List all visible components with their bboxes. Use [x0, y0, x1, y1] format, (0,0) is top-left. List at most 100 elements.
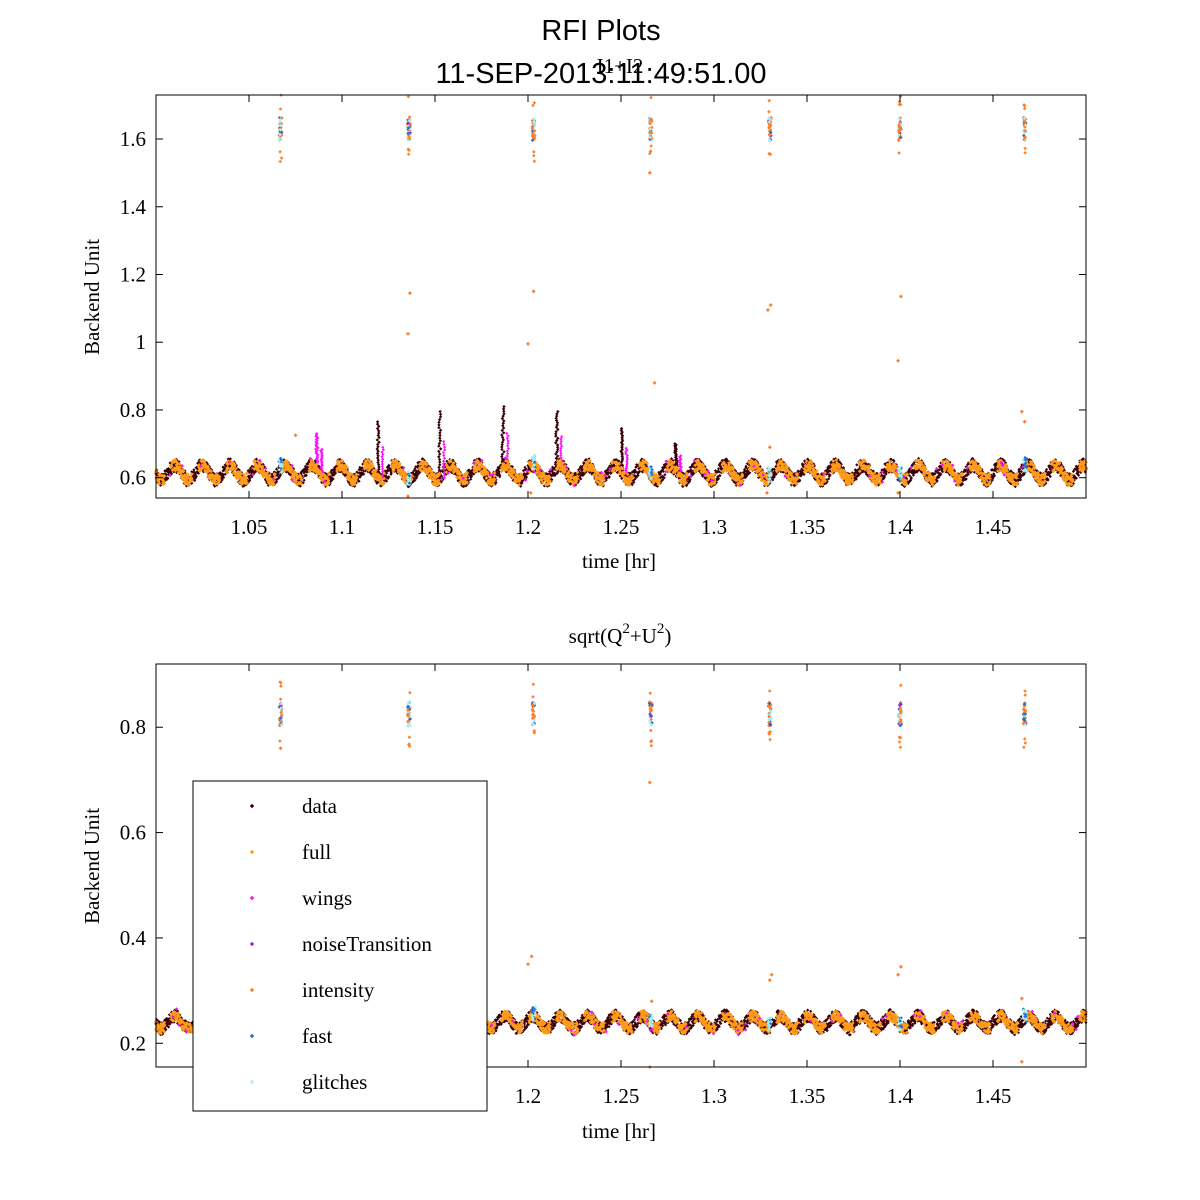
data-point	[306, 468, 310, 472]
data-point	[510, 465, 514, 469]
data-point	[196, 467, 200, 471]
data-point	[416, 466, 420, 470]
data-point	[339, 469, 343, 473]
data-point	[536, 472, 540, 476]
data-point	[611, 465, 615, 469]
data-point	[490, 475, 494, 479]
data-point	[220, 472, 224, 476]
data-point	[478, 457, 482, 461]
data-point	[580, 468, 584, 473]
data-point	[220, 478, 224, 482]
data-point	[610, 463, 614, 467]
data-point	[379, 478, 383, 482]
data-point	[192, 468, 196, 472]
data-point	[579, 477, 583, 481]
data-point	[250, 464, 254, 468]
data-point	[607, 466, 611, 470]
data-point	[383, 474, 387, 478]
data-point	[271, 474, 275, 478]
data-point	[412, 477, 416, 481]
data-point	[466, 476, 470, 480]
data-point	[356, 475, 360, 479]
data-point	[330, 473, 334, 477]
data-point	[297, 483, 301, 487]
data-point	[195, 465, 199, 469]
data-point	[301, 481, 305, 485]
data-point	[580, 465, 584, 469]
data-point	[556, 470, 560, 474]
data-point	[524, 473, 528, 477]
data-point	[574, 471, 578, 475]
data-point	[386, 469, 390, 473]
data-point	[411, 476, 415, 480]
data-point	[485, 478, 489, 482]
data-point	[545, 484, 549, 488]
data-point	[292, 467, 296, 471]
data-point	[564, 463, 568, 467]
data-point	[330, 468, 334, 472]
data-point	[198, 458, 202, 462]
data-point	[302, 471, 306, 475]
data-point	[163, 472, 167, 476]
data-point	[275, 473, 279, 477]
data-point	[317, 474, 321, 478]
data-point	[360, 466, 364, 470]
data-point	[550, 474, 554, 478]
data-point	[604, 470, 608, 474]
data-point	[522, 475, 526, 479]
data-point	[587, 457, 591, 461]
data-point	[221, 469, 225, 473]
data-point	[332, 473, 336, 477]
data-point	[331, 468, 335, 472]
data-point	[545, 472, 549, 476]
data-point	[495, 468, 499, 472]
data-point	[330, 478, 334, 482]
data-point	[228, 457, 232, 461]
data-point	[417, 469, 421, 473]
data-point	[523, 465, 527, 469]
data-point	[584, 458, 588, 462]
data-point	[260, 462, 264, 466]
data-point	[616, 470, 620, 474]
data-point	[165, 477, 169, 481]
data-point	[190, 481, 194, 485]
data-point	[573, 473, 577, 477]
data-point	[426, 464, 430, 468]
data-point	[482, 475, 486, 479]
data-point	[548, 473, 552, 477]
data-point	[263, 478, 267, 482]
data-point	[607, 474, 611, 479]
data-point	[196, 471, 200, 475]
data-point	[223, 472, 227, 476]
data-point	[524, 468, 529, 472]
data-point	[274, 480, 279, 484]
figure-title: RFI Plots	[541, 15, 660, 47]
data-point	[411, 478, 415, 482]
data-point	[608, 464, 612, 468]
data-point	[444, 472, 448, 476]
data-point	[250, 475, 254, 479]
data-point	[379, 484, 383, 488]
data-point	[415, 470, 419, 474]
data-point	[617, 459, 621, 463]
data-point	[362, 472, 366, 476]
data-point	[579, 473, 583, 477]
data-point	[306, 465, 310, 469]
data-point	[289, 473, 293, 477]
data-point	[387, 463, 391, 467]
data-point	[324, 472, 328, 476]
data-point	[303, 467, 307, 471]
data-point	[471, 465, 475, 469]
data-point	[494, 480, 498, 485]
data-point	[516, 481, 520, 485]
data-point	[298, 484, 302, 488]
data-point	[576, 480, 580, 484]
data-point	[358, 475, 362, 479]
data-point	[498, 473, 502, 477]
data-point	[284, 470, 288, 474]
data-point	[193, 472, 197, 476]
data-point	[385, 479, 389, 483]
data-point	[568, 471, 572, 475]
data-point	[396, 471, 400, 475]
data-point	[374, 479, 378, 483]
